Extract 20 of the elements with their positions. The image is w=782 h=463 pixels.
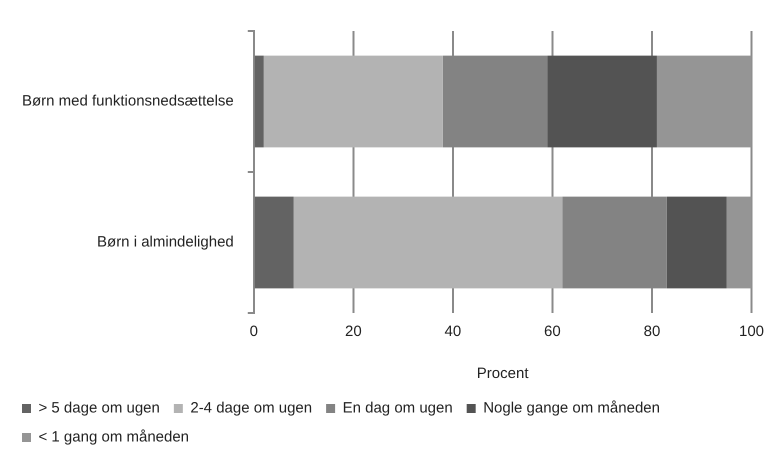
legend-label: Nogle gange om måneden bbox=[483, 400, 660, 417]
bar bbox=[547, 56, 657, 148]
x-tick-label: 20 bbox=[344, 323, 362, 340]
legend-label: 2-4 dage om ugen bbox=[190, 400, 312, 417]
x-tick-label: 0 bbox=[250, 323, 258, 340]
y-tick-label: Børn i almindelighed bbox=[97, 234, 234, 251]
y-tick-label: Børn med funktionsnedsættelse bbox=[22, 92, 234, 110]
x-tick-label: 100 bbox=[738, 323, 764, 340]
x-axis-title: Procent bbox=[476, 365, 530, 382]
bar bbox=[666, 196, 727, 288]
x-tick-label: 60 bbox=[544, 323, 561, 340]
x-tick-label: 40 bbox=[444, 323, 462, 340]
bar bbox=[254, 196, 294, 288]
legend-label: < 1 gang om måneden bbox=[38, 428, 190, 446]
bar bbox=[264, 56, 443, 148]
legend-label: En dag om ugen bbox=[342, 400, 453, 417]
legend-label: > 5 dage om ugen bbox=[38, 400, 160, 417]
x-tick-label: 80 bbox=[644, 323, 660, 340]
bar bbox=[294, 196, 562, 288]
bar bbox=[254, 56, 264, 148]
